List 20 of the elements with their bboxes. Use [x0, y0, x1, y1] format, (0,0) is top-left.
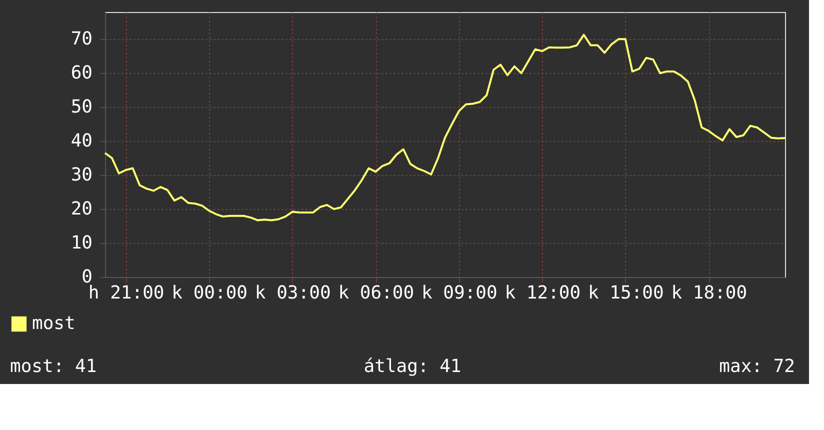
y-tick-label: 70 — [70, 28, 92, 50]
x-tick-label: k 09:00 — [421, 282, 498, 304]
x-tick-label: k 12:00 — [504, 282, 581, 304]
text: átlag: 41 — [364, 356, 462, 377]
x-tick-label: k 06:00 — [338, 282, 414, 304]
x-tick-label: h 21:00 — [88, 282, 164, 304]
y-tick-label: 40 — [70, 130, 92, 152]
y-tick-label: 10 — [70, 232, 92, 254]
x-tick-label: k 03:00 — [254, 282, 331, 304]
x-tick-label: k 18:00 — [671, 282, 748, 304]
y-tick-label: 50 — [70, 96, 92, 118]
y-tick-label: 60 — [70, 62, 92, 84]
text: max: 72 — [719, 356, 795, 377]
x-tick-label: k 15:00 — [588, 282, 664, 304]
legend-label: most — [32, 313, 76, 334]
text: most: 41 — [10, 356, 97, 377]
y-tick-label: 30 — [70, 164, 92, 186]
y-tick-label: 20 — [70, 198, 92, 220]
line-series — [104, 34, 786, 222]
x-tick-label: k 00:00 — [172, 282, 248, 304]
